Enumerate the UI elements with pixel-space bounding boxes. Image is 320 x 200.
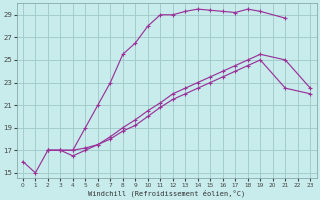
X-axis label: Windchill (Refroidissement éolien,°C): Windchill (Refroidissement éolien,°C) (88, 189, 245, 197)
